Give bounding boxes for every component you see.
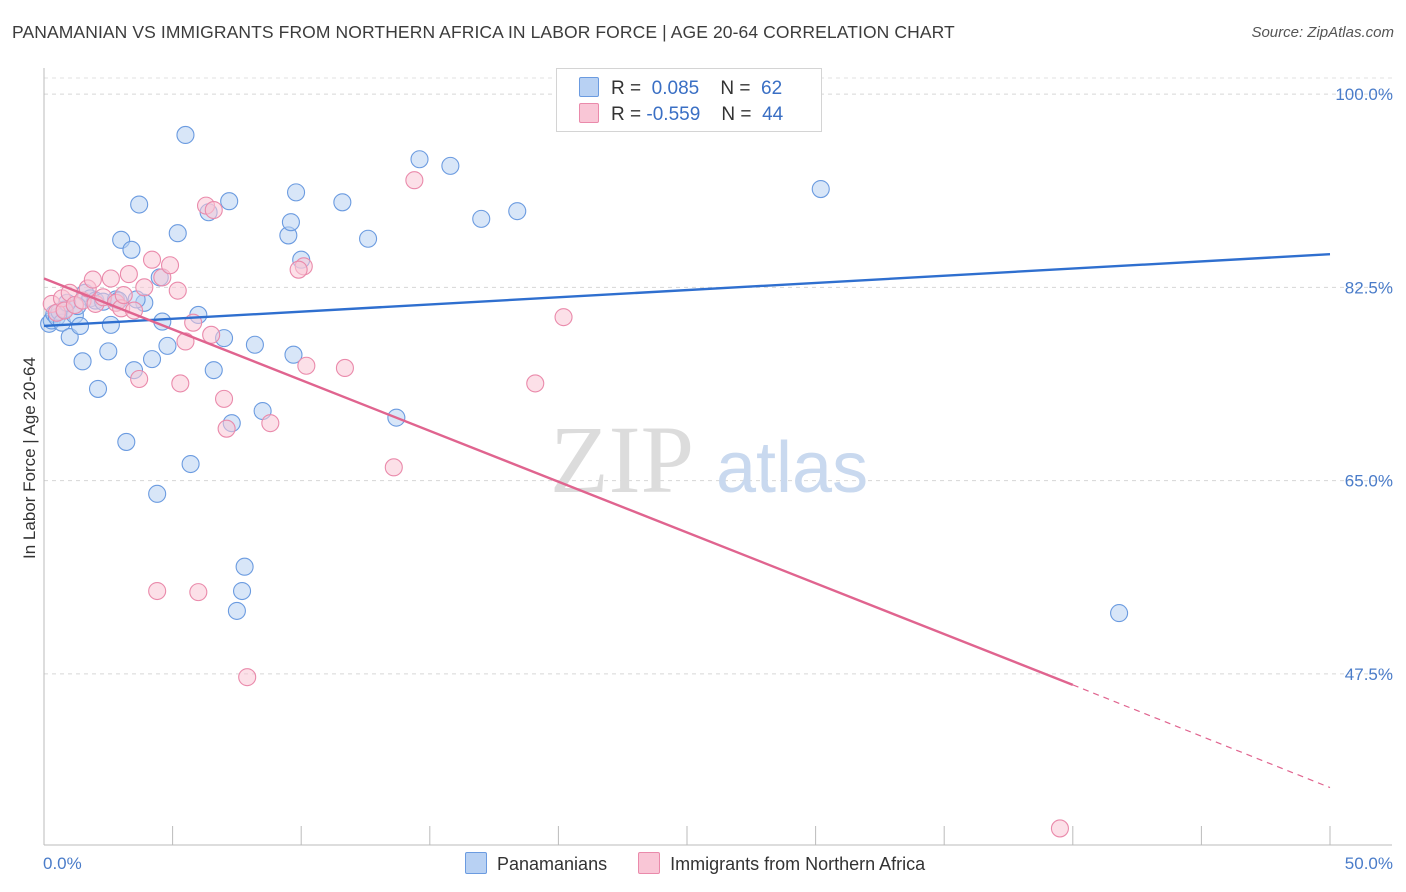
y-tick-label: 47.5% xyxy=(1345,665,1393,684)
y-axis-label: In Labor Force | Age 20-64 xyxy=(20,357,39,559)
point-northern-africa xyxy=(83,270,102,289)
point-panamanians xyxy=(148,484,167,503)
point-panamanians xyxy=(245,335,264,354)
point-panamanians xyxy=(1110,604,1129,623)
x-tick-label: 0.0% xyxy=(43,854,82,873)
point-panamanians xyxy=(508,202,527,221)
point-northern-africa xyxy=(214,389,234,408)
point-panamanians xyxy=(232,581,252,601)
point-panamanians xyxy=(410,150,429,169)
stats-row-panamanians: R = 0.085 N = 62 xyxy=(579,77,782,100)
point-panamanians xyxy=(359,229,378,248)
point-northern-africa xyxy=(135,278,154,297)
point-panamanians xyxy=(122,240,141,259)
axes xyxy=(43,68,1392,846)
legend-item-panamanians: Panamanians xyxy=(465,852,607,875)
point-northern-africa xyxy=(554,308,573,327)
point-panamanians xyxy=(441,156,460,175)
watermark-atlas: atlas xyxy=(716,428,868,508)
legend-item-northern-africa: Immigrants from Northern Africa xyxy=(638,852,925,875)
y-tick-label: 65.0% xyxy=(1345,472,1393,491)
point-northern-africa xyxy=(1050,819,1069,838)
n-value: 62 xyxy=(761,78,783,99)
y-tick-label: 82.5% xyxy=(1345,278,1393,297)
point-northern-africa xyxy=(168,281,187,300)
point-northern-africa xyxy=(526,374,545,393)
point-northern-africa xyxy=(202,325,221,344)
point-panamanians xyxy=(60,327,79,347)
point-panamanians xyxy=(235,557,254,576)
point-panamanians xyxy=(227,601,246,620)
point-northern-africa xyxy=(189,583,208,602)
tick-labels: 100.0% 82.5% 65.0% 47.5% 0.0% 50.0% xyxy=(43,85,1393,873)
point-panamanians xyxy=(287,183,306,202)
point-panamanians xyxy=(281,213,300,232)
legend-swatch-blue xyxy=(465,852,487,874)
point-panamanians xyxy=(204,361,223,380)
legend-swatch-pink xyxy=(579,103,599,123)
trend-line-extension xyxy=(1072,684,1331,789)
legend-swatch-blue xyxy=(579,77,599,97)
r-value: 0.085 xyxy=(651,78,700,99)
legend-swatch-pink xyxy=(638,852,661,874)
point-northern-africa xyxy=(204,200,223,220)
point-northern-africa xyxy=(261,414,280,433)
point-panamanians xyxy=(176,125,195,144)
stats-legend: R = 0.085 N = 62 R = -0.559 N = 44 xyxy=(556,68,822,132)
point-northern-africa xyxy=(335,358,354,377)
point-panamanians xyxy=(117,432,136,451)
r-label: R = xyxy=(611,78,642,99)
point-panamanians xyxy=(70,316,90,336)
point-northern-africa xyxy=(405,171,424,190)
point-northern-africa xyxy=(238,668,257,687)
point-panamanians xyxy=(130,195,149,214)
x-tick-label: 50.0% xyxy=(1345,854,1393,873)
series-legend: Panamanians Immigrants from Northern Afr… xyxy=(465,852,951,875)
point-northern-africa xyxy=(297,356,316,375)
point-panamanians xyxy=(284,345,303,364)
chart-source: Source: ZipAtlas.com xyxy=(1251,24,1394,41)
point-northern-africa xyxy=(148,581,167,601)
point-panamanians xyxy=(101,315,120,334)
n-label: N = xyxy=(721,104,752,125)
n-label: N = xyxy=(720,78,751,99)
point-panamanians xyxy=(88,379,108,398)
legend-label: Panamanians xyxy=(497,854,608,874)
point-northern-africa xyxy=(142,250,162,269)
r-label: R = xyxy=(611,104,642,125)
point-northern-africa xyxy=(384,458,403,477)
watermark: ZIP atlas xyxy=(550,406,868,513)
point-panamanians xyxy=(811,180,830,199)
legend-label: Immigrants from Northern Africa xyxy=(670,854,926,874)
point-panamanians xyxy=(333,193,352,212)
point-northern-africa xyxy=(217,419,236,438)
point-northern-africa xyxy=(119,265,138,284)
trend-lines xyxy=(43,253,1331,789)
point-northern-africa xyxy=(171,374,190,393)
chart-title: PANAMANIAN VS IMMIGRANTS FROM NORTHERN A… xyxy=(12,22,955,42)
trend-line-panamanians xyxy=(43,253,1331,328)
stats-row-northern-africa: R = -0.559 N = 44 xyxy=(579,103,783,126)
point-northern-africa xyxy=(101,269,120,288)
y-tick-label: 100.0% xyxy=(1335,85,1393,104)
n-value: 44 xyxy=(762,104,784,125)
point-northern-africa xyxy=(130,369,149,389)
point-panamanians xyxy=(158,336,177,355)
point-panamanians xyxy=(472,209,491,228)
point-northern-africa xyxy=(160,256,180,275)
point-panamanians xyxy=(220,192,239,211)
watermark-zip: ZIP xyxy=(550,406,694,513)
point-panamanians xyxy=(168,224,187,243)
point-panamanians xyxy=(181,454,200,474)
point-northern-africa xyxy=(114,286,133,305)
point-panamanians xyxy=(73,352,92,371)
trend-line-northern-africa xyxy=(43,277,1074,686)
point-panamanians xyxy=(142,350,162,369)
point-northern-africa xyxy=(289,260,308,279)
point-panamanians xyxy=(99,342,118,361)
r-value: -0.559 xyxy=(646,104,701,125)
